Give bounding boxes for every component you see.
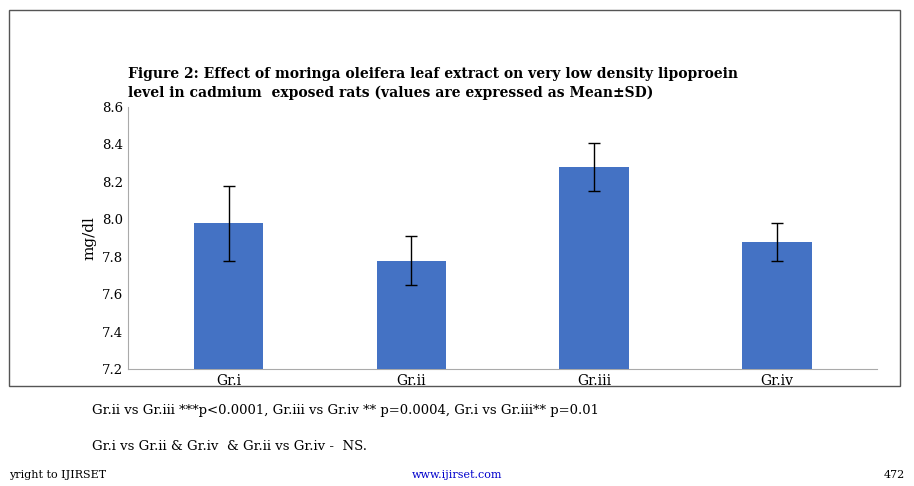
Y-axis label: mg/dl: mg/dl: [82, 216, 96, 260]
Text: yright to IJIRSET: yright to IJIRSET: [9, 470, 106, 480]
Text: 472: 472: [884, 470, 905, 480]
Bar: [194, 223, 263, 486]
Bar: [559, 167, 629, 486]
Text: Gr.ii vs Gr.iii ***p<0.0001, Gr.iii vs Gr.iv ** p=0.0004, Gr.i vs Gr.iii** p=0.0: Gr.ii vs Gr.iii ***p<0.0001, Gr.iii vs G…: [92, 404, 599, 417]
Text: Gr.i vs Gr.ii & Gr.iv  & Gr.ii vs Gr.iv -  NS.: Gr.i vs Gr.ii & Gr.iv & Gr.ii vs Gr.iv -…: [92, 440, 367, 453]
Bar: [377, 260, 446, 486]
Bar: [742, 242, 812, 486]
Text: www.ijirset.com: www.ijirset.com: [411, 470, 503, 480]
Text: Figure 2: Effect of moringa oleifera leaf extract on very low density lipoproein: Figure 2: Effect of moringa oleifera lea…: [128, 67, 738, 100]
